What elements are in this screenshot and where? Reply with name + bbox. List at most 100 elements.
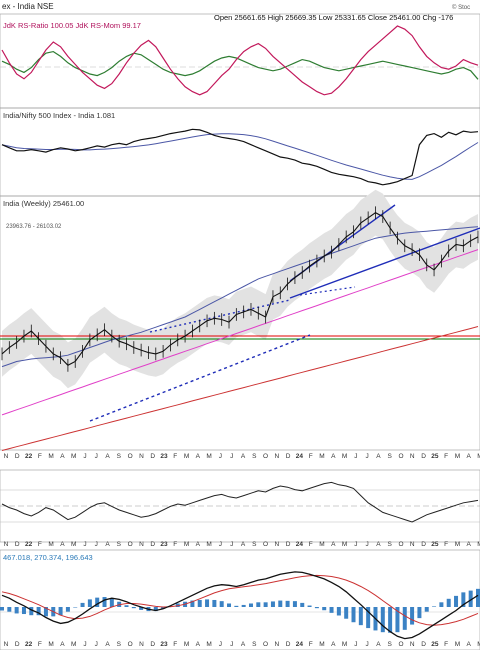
x-tick-label: M xyxy=(184,641,189,648)
macd-signal-line xyxy=(1,574,479,626)
x-tick-label: A xyxy=(241,641,246,648)
x-tick-label: D xyxy=(286,641,291,648)
ohlc-readout: Open 25661.65 High 25669.35 Low 25331.65… xyxy=(214,13,453,22)
x-tick-label: 24 xyxy=(296,641,304,648)
x-tick-label: S xyxy=(252,641,257,648)
x-tick-label: O xyxy=(263,541,268,548)
x-tick-label: M xyxy=(342,541,347,548)
x-tick-label: J xyxy=(95,641,98,648)
x-tick-label: S xyxy=(117,641,122,648)
x-tick-label: M xyxy=(455,453,460,460)
macd-hist-bar xyxy=(219,601,224,607)
x-tick-label: A xyxy=(196,641,201,648)
macd-hist-bar xyxy=(329,607,334,613)
chart-title: ex - India NSE xyxy=(2,2,54,11)
x-axis-ticks: NNNDDD222222FFFMMMAAAMMMJJJJJJAAASSSOOON… xyxy=(4,453,480,648)
macd-hist-bar xyxy=(95,597,100,607)
macd-hist-bar xyxy=(212,599,217,607)
macd-hist-bar xyxy=(402,607,407,630)
macd-hist-bar xyxy=(351,607,356,623)
x-tick-label: M xyxy=(184,453,189,460)
x-tick-label: O xyxy=(128,453,133,460)
ma-magenta-line xyxy=(1,249,479,416)
x-tick-label: J xyxy=(219,541,222,548)
x-tick-label: M xyxy=(319,641,324,648)
macd-hist-bar xyxy=(344,607,349,619)
channel-bottom xyxy=(289,227,480,299)
x-tick-label: N xyxy=(275,453,280,460)
x-tick-label: A xyxy=(331,641,336,648)
x-tick-label: O xyxy=(398,641,403,648)
x-tick-label: N xyxy=(139,453,144,460)
relative-line xyxy=(1,128,479,186)
relative-panel-frame xyxy=(0,107,480,197)
macd-hist-bar xyxy=(454,595,459,607)
x-tick-label: D xyxy=(421,641,426,648)
macd-hist-bar xyxy=(153,607,158,612)
x-tick-label: D xyxy=(150,641,155,648)
macd-hist-bar xyxy=(124,605,129,607)
macd-hist-bar xyxy=(417,607,422,619)
x-tick-label: M xyxy=(342,453,347,460)
x-tick-label: 24 xyxy=(296,541,304,548)
macd-hist-bar xyxy=(424,607,429,612)
x-tick-label: J xyxy=(354,641,357,648)
x-tick-label: D xyxy=(15,453,20,460)
macd-hist-bar xyxy=(263,602,268,607)
ma-red-line xyxy=(1,326,479,451)
macd-hist-bar xyxy=(29,607,34,616)
x-tick-label: N xyxy=(410,641,415,648)
x-tick-label: A xyxy=(196,453,201,460)
macd-hist-bar xyxy=(395,607,400,633)
x-tick-label: A xyxy=(105,541,110,548)
macd-hist-bar xyxy=(175,603,180,607)
macd-hist-bar xyxy=(248,603,253,607)
x-tick-label: F xyxy=(444,641,448,648)
x-tick-label: N xyxy=(4,453,9,460)
x-tick-label: A xyxy=(60,641,65,648)
x-tick-label: S xyxy=(388,641,393,648)
macd-hist-bar xyxy=(109,598,114,607)
x-tick-label: J xyxy=(366,541,369,548)
x-tick-label: D xyxy=(421,541,426,548)
x-tick-label: M xyxy=(184,541,189,548)
x-tick-label: M xyxy=(206,541,211,548)
macd-hist-bar xyxy=(256,602,261,607)
macd-hist-bar xyxy=(278,600,283,607)
price-label: India (Weekly) 25461.00 xyxy=(3,199,84,208)
macd-hist-bar xyxy=(131,607,136,609)
x-tick-label: J xyxy=(95,453,98,460)
panel-borders xyxy=(0,13,480,650)
x-tick-label: 22 xyxy=(25,641,33,648)
x-tick-label: J xyxy=(366,641,369,648)
x-tick-label: 23 xyxy=(160,641,168,648)
rsi-panel-frame xyxy=(0,469,480,543)
x-tick-label: N xyxy=(139,641,144,648)
macd-hist-bar xyxy=(58,607,63,616)
x-tick-label: F xyxy=(444,453,448,460)
x-tick-label: S xyxy=(388,453,393,460)
macd-hist-bar xyxy=(87,599,92,607)
x-tick-label: F xyxy=(173,541,177,548)
x-tick-label: A xyxy=(60,541,65,548)
macd-hist-bar xyxy=(468,590,473,607)
macd-hist-bar xyxy=(65,607,70,612)
macd-hist-bar xyxy=(285,600,290,607)
x-tick-label: D xyxy=(286,541,291,548)
macd-hist-bar xyxy=(300,602,305,607)
macd-hist-bar xyxy=(205,599,210,607)
x-tick-label: S xyxy=(252,541,257,548)
x-tick-label: J xyxy=(219,453,222,460)
x-tick-label: 23 xyxy=(160,541,168,548)
x-tick-label: N xyxy=(4,641,9,648)
x-tick-label: M xyxy=(206,453,211,460)
upper-trendline-dotted xyxy=(149,299,291,333)
x-tick-label: A xyxy=(376,541,381,548)
bollinger-band-fill xyxy=(2,189,478,389)
macd-hist-bar xyxy=(0,607,4,611)
x-tick-label: A xyxy=(241,541,246,548)
x-tick-label: A xyxy=(331,453,336,460)
macd-hist-bar xyxy=(307,605,312,607)
x-tick-label: A xyxy=(331,541,336,548)
